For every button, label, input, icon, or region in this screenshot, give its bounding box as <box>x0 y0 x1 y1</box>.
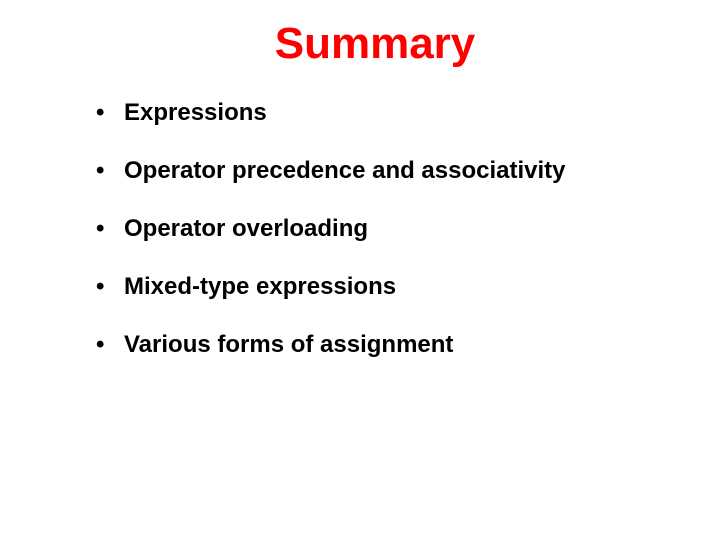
list-item: Mixed-type expressions <box>90 272 660 302</box>
list-item: Operator overloading <box>90 214 660 244</box>
list-item: Expressions <box>90 98 660 128</box>
slide: Summary Expressions Operator precedence … <box>0 0 720 540</box>
list-item: Various forms of assignment <box>90 330 660 360</box>
bullet-list: Expressions Operator precedence and asso… <box>90 98 660 360</box>
slide-title: Summary <box>90 20 660 68</box>
list-item: Operator precedence and associativity <box>90 156 660 186</box>
